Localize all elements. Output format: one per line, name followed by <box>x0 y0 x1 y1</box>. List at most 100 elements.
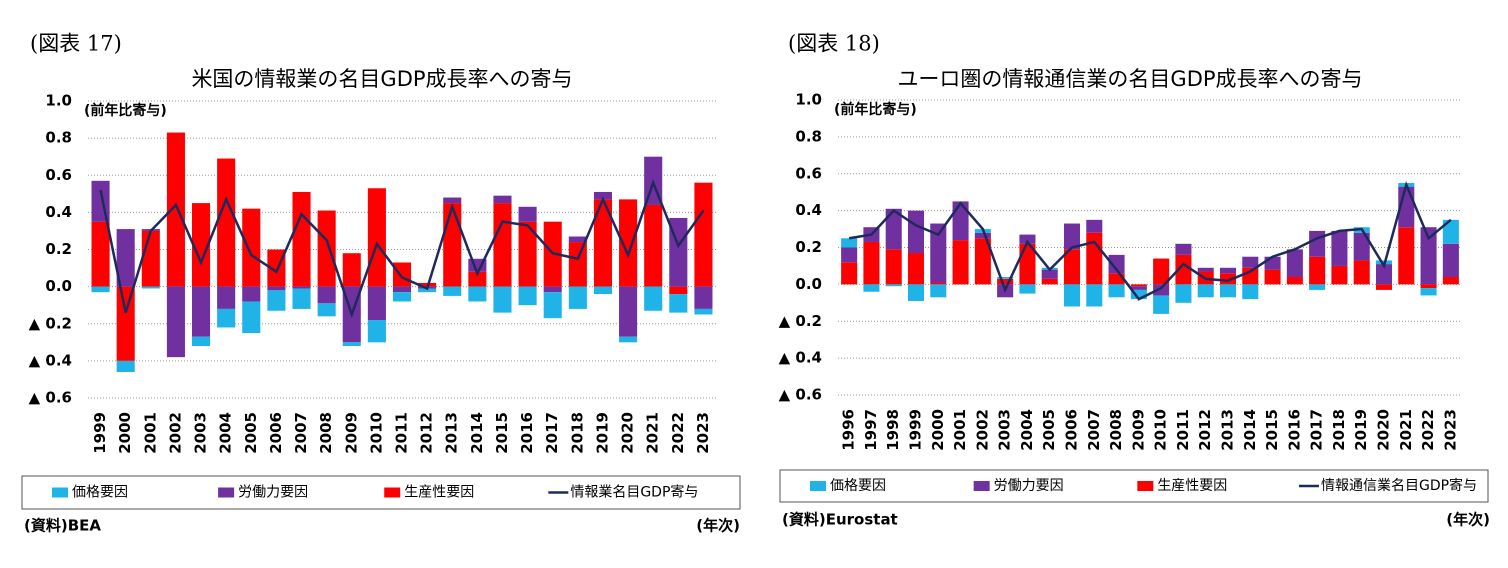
bar <box>141 286 160 289</box>
x-tick-label: 2002 <box>973 409 991 451</box>
x-tick-label: 1999 <box>91 412 109 454</box>
bar <box>907 284 925 301</box>
bar <box>1041 278 1058 285</box>
bar <box>292 286 311 289</box>
x-tick-label: 2017 <box>543 412 561 454</box>
bar <box>1019 284 1036 294</box>
bar <box>1264 269 1281 285</box>
x-tick-label: 2017 <box>1308 409 1326 451</box>
x-tick-label: 2011 <box>393 412 411 454</box>
bar <box>644 204 663 287</box>
y-tick-label: 0.2 <box>795 238 822 256</box>
y-tick-label: ▲ 0.2 <box>29 314 72 332</box>
bar <box>443 203 462 287</box>
bar <box>116 360 135 373</box>
bar <box>1130 286 1147 290</box>
bar <box>1242 284 1259 300</box>
legend-label: 生産性要因 <box>404 485 474 501</box>
bar <box>885 284 902 287</box>
legend-swatch <box>384 487 401 498</box>
bar <box>91 286 110 293</box>
legend-label: 価格要因 <box>830 478 886 494</box>
chart-title: 米国の情報業の名目GDP成長率への寄与 <box>191 67 572 91</box>
x-tick-label: 2023 <box>694 412 712 454</box>
line <box>99 179 705 319</box>
x-tick-label: 1999 <box>907 409 925 451</box>
legend-swatch <box>218 487 235 498</box>
x-tick-label: 2022 <box>1419 409 1437 451</box>
y-tick-label: 0.0 <box>795 275 822 293</box>
bar <box>367 320 386 343</box>
bar <box>1153 295 1170 314</box>
bar <box>518 286 537 306</box>
bar <box>392 292 412 302</box>
x-tick-label: 2001 <box>951 409 969 451</box>
bar <box>1286 249 1303 277</box>
figure-label: (図表 17) <box>30 32 122 56</box>
x-tick-label: 2005 <box>242 412 260 454</box>
bar <box>1019 234 1036 244</box>
bar <box>1175 254 1192 285</box>
bar <box>568 286 587 309</box>
x-tick-label: 2000 <box>116 412 134 454</box>
bar <box>443 286 462 296</box>
bar <box>1309 284 1326 290</box>
x-tick-label: 2000 <box>929 409 947 451</box>
bar <box>1086 284 1103 307</box>
bar <box>593 199 613 287</box>
bar <box>1420 288 1437 296</box>
bar <box>518 206 537 222</box>
bar <box>952 201 969 241</box>
bar <box>1286 277 1303 285</box>
bar <box>468 286 487 302</box>
legend-swatch <box>810 481 826 491</box>
bar <box>1331 230 1348 266</box>
bar <box>997 278 1014 285</box>
x-tick-label: 2004 <box>217 412 235 454</box>
legend-label: 生産性要因 <box>1157 478 1227 494</box>
y-tick-label: ▲ 0.6 <box>779 386 822 404</box>
bar <box>930 223 947 283</box>
bar <box>593 191 613 200</box>
x-tick-label: 2003 <box>192 412 210 454</box>
y-tick-label: 0.8 <box>795 127 822 145</box>
x-tick-label: 2009 <box>342 412 360 454</box>
bar <box>885 249 902 285</box>
source: (資料)BEA <box>24 517 101 535</box>
line <box>848 180 1452 301</box>
chart-title: ユーロ圏の情報通信業の名目GDP成長率への寄与 <box>897 67 1362 91</box>
x-tick-label: 2015 <box>493 412 511 454</box>
bar <box>1175 243 1192 255</box>
x-tick-label: 1998 <box>884 409 902 451</box>
y-tick-label: 0.6 <box>45 166 72 184</box>
bar <box>1442 243 1459 277</box>
bar <box>217 308 236 328</box>
x-tick-label: 2004 <box>1018 409 1036 451</box>
bar <box>91 221 110 287</box>
y-tick-label: 0.0 <box>45 277 72 295</box>
y-axis-label: (前年比寄与) <box>84 102 167 119</box>
bar <box>242 208 261 287</box>
bar <box>1063 249 1081 285</box>
bar <box>1398 227 1415 285</box>
bar <box>568 236 587 243</box>
bar <box>493 286 512 313</box>
bar <box>191 203 211 287</box>
y-tick-label: 1.0 <box>795 91 822 109</box>
bar <box>116 229 135 287</box>
bar <box>694 308 713 315</box>
x-unit: (年次) <box>696 517 740 535</box>
bar <box>1153 284 1170 296</box>
x-tick-label: 2014 <box>468 412 486 454</box>
bar <box>1309 256 1326 285</box>
source: (資料)Eurostat <box>782 511 898 529</box>
bar <box>1153 258 1170 285</box>
bar <box>1219 273 1237 285</box>
x-tick-label: 2005 <box>1040 409 1058 451</box>
bar <box>1242 256 1259 268</box>
bar <box>1353 232 1370 261</box>
x-tick-label: 2020 <box>1375 409 1393 451</box>
bar <box>493 195 512 204</box>
figure-label: (図表 18) <box>788 32 880 56</box>
x-tick-label: 1997 <box>862 409 880 451</box>
